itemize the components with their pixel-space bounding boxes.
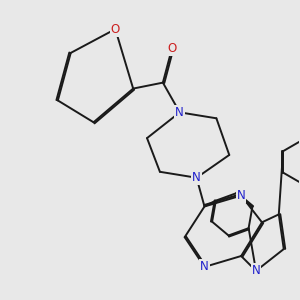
Text: N: N — [237, 189, 245, 202]
Text: N: N — [252, 264, 260, 278]
Text: O: O — [167, 42, 176, 56]
Text: N: N — [175, 106, 184, 119]
Text: N: N — [192, 171, 201, 184]
Text: O: O — [111, 22, 120, 36]
Text: N: N — [200, 260, 209, 273]
